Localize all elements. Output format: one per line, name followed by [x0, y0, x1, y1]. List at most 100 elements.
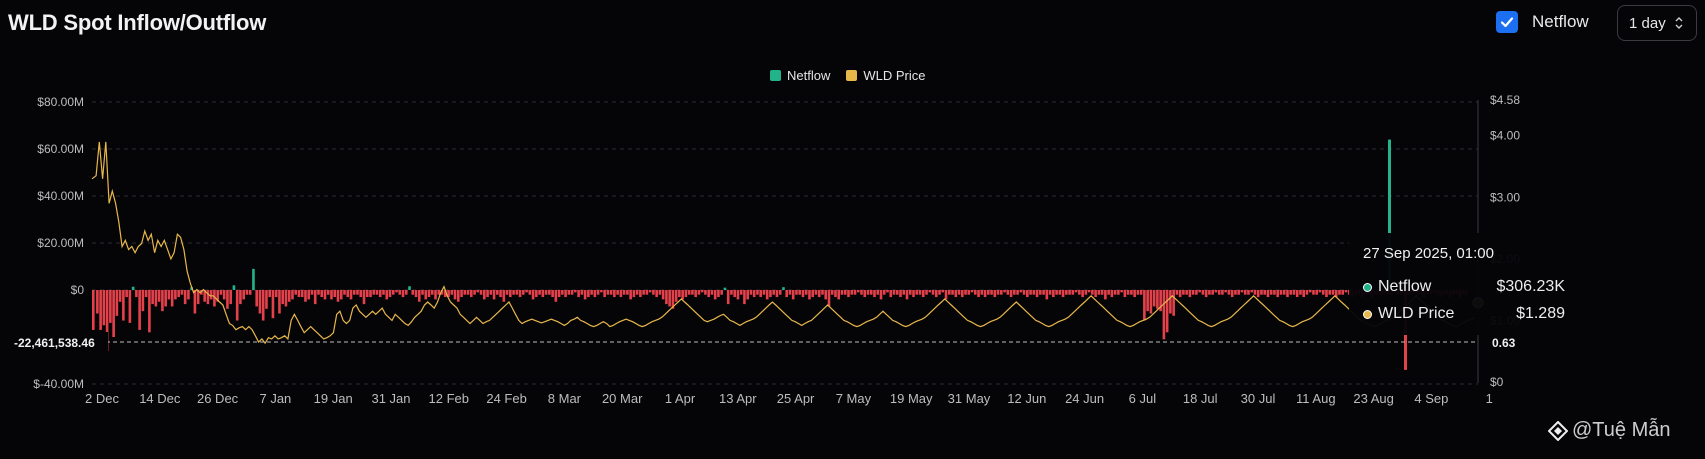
netflow-bar [388, 290, 392, 298]
netflow-bar [1029, 290, 1032, 295]
y-right-tick-label: $4.00 [1490, 129, 1520, 143]
netflow-bar [128, 290, 132, 323]
netflow-bar [1074, 290, 1078, 293]
netflow-bar [788, 290, 792, 295]
netflow-bar [759, 290, 762, 298]
netflow-bar [518, 290, 522, 298]
y-right-tick-label: $0 [1490, 375, 1504, 389]
netflow-bar [1273, 290, 1276, 295]
netflow-bar [525, 290, 528, 293]
netflow-bar [847, 290, 850, 298]
netflow-bar [756, 290, 759, 295]
netflow-bar [1289, 290, 1293, 295]
tooltip-name-price: WLD Price [1378, 305, 1455, 322]
netflow-bar [1217, 290, 1221, 295]
netflow-bar [1071, 290, 1075, 295]
netflow-bar [808, 290, 811, 300]
netflow-bar [96, 290, 99, 314]
netflow-bar [827, 290, 831, 307]
y-left-tick-label: $0 [71, 283, 85, 297]
netflow-bar [1065, 290, 1068, 295]
netflow-bar [795, 290, 798, 295]
checkbox-checked-icon[interactable] [1496, 11, 1518, 33]
y-left-tick-label: $-40.00M [33, 377, 84, 391]
netflow-bar [720, 290, 723, 295]
x-tick-label: 25 Apr [777, 391, 815, 406]
netflow-bar [1152, 290, 1156, 307]
interval-select[interactable]: 1 day [1617, 5, 1697, 41]
netflow-bar [157, 290, 161, 302]
netflow-bar [629, 290, 632, 300]
netflow-bar [804, 290, 808, 295]
netflow-bar [1165, 290, 1169, 333]
netflow-bar [658, 290, 662, 295]
netflow-bar [1325, 290, 1328, 298]
netflow-bar [938, 290, 941, 295]
netflow-bar [317, 290, 320, 295]
netflow-bar [401, 290, 405, 298]
netflow-bar [1078, 290, 1081, 295]
netflow-bar [323, 290, 327, 300]
crosshair: -22,461,538.46 0.63 [4, 332, 1516, 352]
netflow-bar [1081, 290, 1084, 298]
x-tick-label: 7 Jan [259, 391, 291, 406]
netflow-bar [590, 290, 593, 295]
legend-item-netflow[interactable]: Netflow [770, 68, 830, 83]
netflow-bar [726, 290, 730, 305]
netflow-bar [915, 290, 919, 295]
netflow-bar [1136, 290, 1140, 295]
netflow-bar [895, 290, 899, 295]
netflow-bar [131, 286, 135, 290]
netflow-bar [1045, 290, 1049, 300]
netflow-bar [1247, 290, 1250, 295]
netflow-bar [970, 290, 974, 293]
netflow-bar [1344, 290, 1348, 293]
x-tick-label: 1 [1486, 391, 1493, 406]
netflow-bar [1035, 290, 1039, 298]
netflow-bar [817, 290, 821, 298]
netflow-bar [535, 290, 538, 298]
netflow-bar [983, 290, 987, 298]
netflow-bar [1169, 290, 1172, 314]
netflow-bar [333, 290, 337, 298]
tooltip-dot-price [1363, 309, 1372, 319]
netflow-bar [281, 290, 285, 305]
netflow-bar [118, 290, 122, 302]
netflow-bar [362, 290, 366, 305]
netflow-bar [674, 290, 678, 302]
netflow-toggle[interactable]: Netflow [1496, 11, 1589, 33]
netflow-bar [424, 290, 428, 300]
netflow-bar [902, 290, 906, 295]
netflow-bar [229, 290, 232, 305]
legend-item-wld-price[interactable]: WLD Price [846, 68, 925, 83]
netflow-toggle-label: Netflow [1532, 12, 1589, 31]
legend-swatch-wld-price [846, 70, 858, 81]
x-axis: 2 Dec 14 Dec 26 Dec 7 Jan 19 Jan 31 Jan 12 Feb… [85, 391, 1493, 406]
netflow-bar [404, 290, 408, 295]
netflow-bar [352, 290, 356, 295]
legend-label-netflow: Netflow [787, 68, 831, 83]
netflow-bar [1156, 290, 1159, 309]
netflow-bar [1237, 290, 1240, 295]
netflow-bar [974, 290, 977, 295]
netflow-bar [505, 290, 509, 295]
netflow-bar [1143, 290, 1146, 321]
netflow-bar [102, 290, 106, 326]
netflow-bar [977, 290, 980, 298]
x-tick-label: 7 May [836, 391, 872, 406]
price-line-path [91, 141, 1476, 345]
netflow-bar [1048, 290, 1052, 295]
netflow-bar [1139, 290, 1143, 295]
netflow-bar [1055, 290, 1058, 295]
netflow-bar [154, 290, 158, 307]
netflow-bar [1084, 290, 1088, 295]
netflow-bar [749, 290, 753, 295]
netflow-bar [369, 290, 372, 298]
netflow-bar [287, 290, 291, 302]
netflow-bar [1039, 290, 1042, 295]
netflow-bar [873, 290, 876, 298]
netflow-bar [466, 290, 470, 295]
netflow-bar [1279, 290, 1283, 295]
netflow-bar [430, 290, 434, 295]
